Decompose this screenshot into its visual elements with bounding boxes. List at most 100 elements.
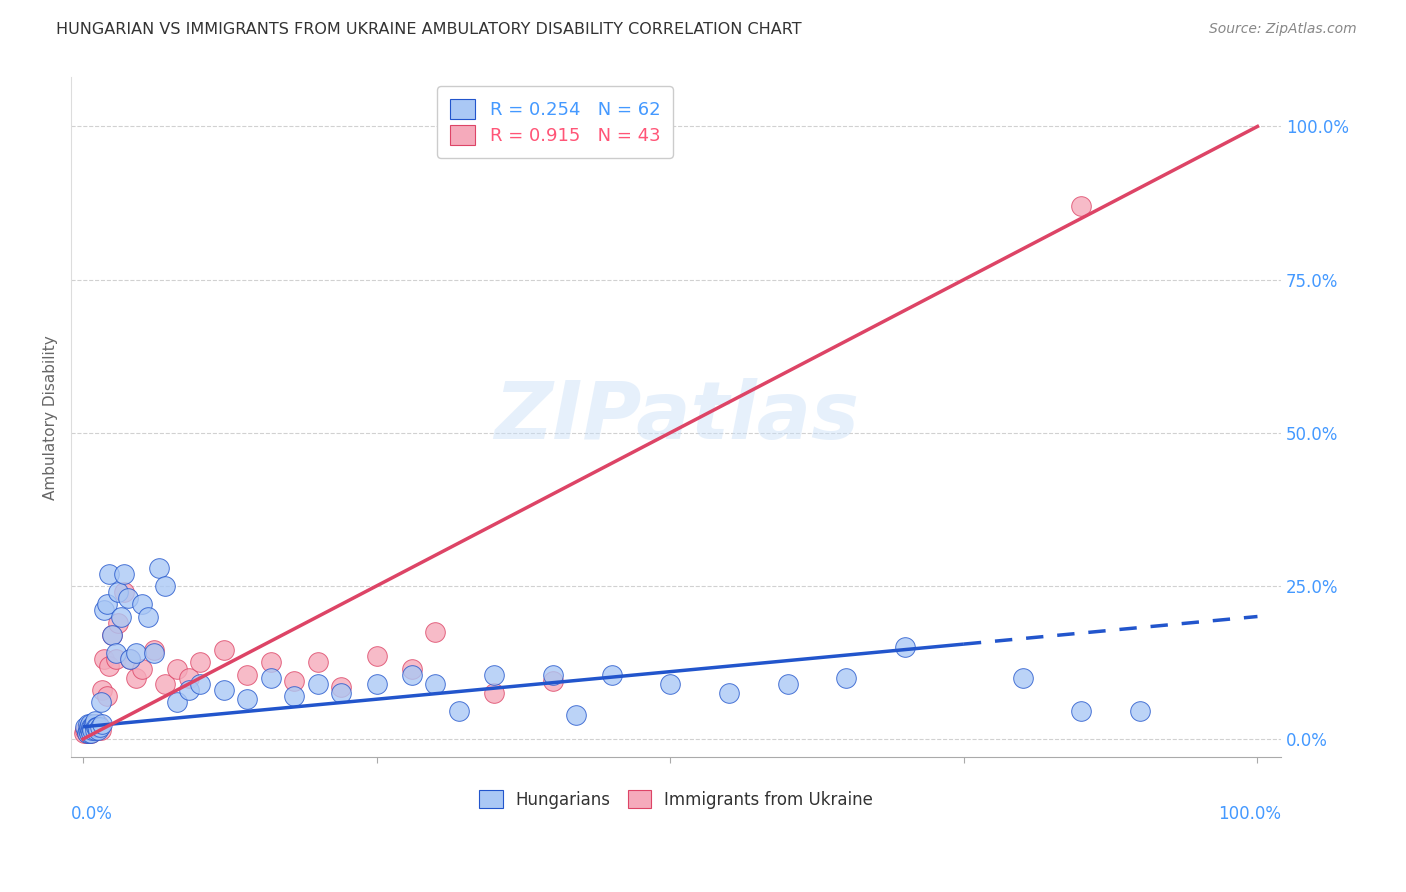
Point <box>401 662 423 676</box>
Point <box>717 686 740 700</box>
Point <box>101 628 124 642</box>
Point <box>366 677 388 691</box>
Point <box>330 686 353 700</box>
Point <box>425 624 447 639</box>
Point <box>236 667 259 681</box>
Point <box>84 720 107 734</box>
Point <box>835 671 858 685</box>
Point <box>482 686 505 700</box>
Point <box>83 716 105 731</box>
Text: 0.0%: 0.0% <box>72 805 114 823</box>
Point <box>136 609 159 624</box>
Point <box>894 640 917 654</box>
Point <box>96 689 118 703</box>
Point <box>87 723 110 737</box>
Point <box>93 603 115 617</box>
Point <box>1070 705 1092 719</box>
Point <box>97 566 120 581</box>
Point <box>131 597 153 611</box>
Point <box>541 667 564 681</box>
Point <box>166 662 188 676</box>
Point <box>177 671 200 685</box>
Point <box>142 646 165 660</box>
Point <box>447 705 470 719</box>
Point <box>73 726 96 740</box>
Point <box>142 643 165 657</box>
Point <box>366 649 388 664</box>
Point <box>83 720 105 734</box>
Point <box>76 726 98 740</box>
Point <box>76 716 98 731</box>
Point <box>401 667 423 681</box>
Point <box>80 726 103 740</box>
Point <box>107 585 129 599</box>
Point <box>155 579 177 593</box>
Legend: Hungarians, Immigrants from Ukraine: Hungarians, Immigrants from Ukraine <box>471 781 882 817</box>
Point <box>77 726 100 740</box>
Point <box>76 723 98 737</box>
Point <box>82 723 104 737</box>
Point <box>112 566 135 581</box>
Point <box>212 683 235 698</box>
Point <box>75 720 97 734</box>
Point <box>86 723 108 737</box>
Point <box>86 720 108 734</box>
Point <box>236 692 259 706</box>
Point <box>307 677 329 691</box>
Point <box>89 720 111 734</box>
Point <box>96 597 118 611</box>
Point <box>79 716 101 731</box>
Point <box>1070 199 1092 213</box>
Point <box>79 723 101 737</box>
Point <box>101 628 124 642</box>
Point <box>83 723 105 737</box>
Point <box>83 723 105 737</box>
Point <box>330 680 353 694</box>
Point <box>76 720 98 734</box>
Point <box>93 652 115 666</box>
Point <box>177 683 200 698</box>
Point <box>118 652 141 666</box>
Point <box>77 720 100 734</box>
Point <box>75 723 97 737</box>
Point <box>541 673 564 688</box>
Point <box>283 673 305 688</box>
Point <box>659 677 682 691</box>
Point <box>80 726 103 740</box>
Point <box>776 677 799 691</box>
Point <box>125 671 148 685</box>
Point <box>425 677 447 691</box>
Point <box>84 720 107 734</box>
Point <box>260 671 283 685</box>
Point <box>83 714 105 728</box>
Point <box>1129 705 1152 719</box>
Point <box>125 646 148 660</box>
Point <box>79 723 101 737</box>
Point <box>90 716 112 731</box>
Point <box>600 667 623 681</box>
Text: HUNGARIAN VS IMMIGRANTS FROM UKRAINE AMBULATORY DISABILITY CORRELATION CHART: HUNGARIAN VS IMMIGRANTS FROM UKRAINE AMB… <box>56 22 801 37</box>
Point <box>107 615 129 630</box>
Point <box>155 677 177 691</box>
Point <box>212 643 235 657</box>
Point <box>1011 671 1033 685</box>
Point <box>104 646 127 660</box>
Point <box>90 683 112 698</box>
Point <box>118 652 141 666</box>
Point <box>131 662 153 676</box>
Point <box>260 656 283 670</box>
Point <box>82 720 104 734</box>
Point <box>90 723 112 737</box>
Point <box>80 720 103 734</box>
Text: ZIPatlas: ZIPatlas <box>494 378 859 457</box>
Point <box>565 707 588 722</box>
Point <box>190 656 212 670</box>
Point <box>307 656 329 670</box>
Point <box>104 652 127 666</box>
Point <box>148 560 170 574</box>
Point <box>77 726 100 740</box>
Point <box>90 695 112 709</box>
Point <box>112 585 135 599</box>
Y-axis label: Ambulatory Disability: Ambulatory Disability <box>44 335 58 500</box>
Point <box>283 689 305 703</box>
